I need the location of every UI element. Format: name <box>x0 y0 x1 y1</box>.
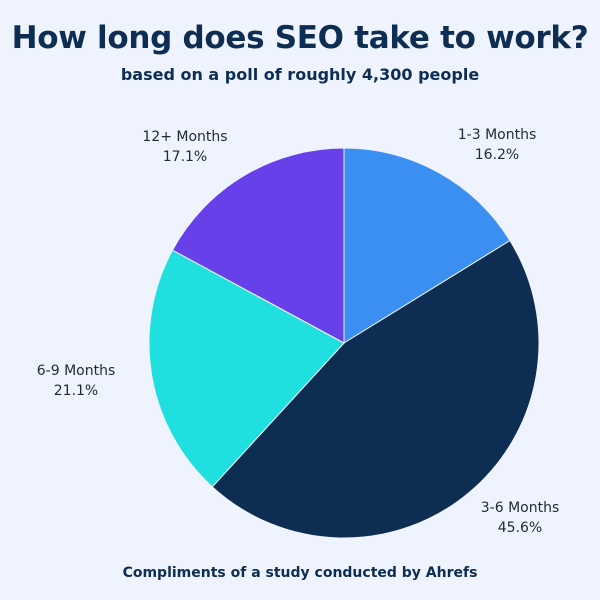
pie-slice-3-6-months <box>211 239 540 539</box>
slice-label-3-6-months: 3-6 Months <box>481 500 560 516</box>
pie-slice-6-9-months <box>148 249 345 488</box>
pie-slice-1-3-months <box>343 147 511 344</box>
slice-value-3-6-months: 45.6% <box>498 520 542 536</box>
pie-labels: 1-3 Months 16.2% 3-6 Months 45.6% 6-9 Months… <box>37 127 560 536</box>
slice-label-6-9-months: 6-9 Months <box>37 363 116 379</box>
slice-value-12-plus-months: 17.1% <box>163 149 207 165</box>
slice-label-1-3-months: 1-3 Months <box>458 127 537 143</box>
chart-footer-credit: Compliments of a study conducted by Ahre… <box>122 565 478 581</box>
slice-value-1-3-months: 16.2% <box>475 147 519 163</box>
chart-title: How long does SEO take to work? <box>11 20 589 56</box>
chart-subtitle: based on a poll of roughly 4,300 people <box>120 65 480 84</box>
pie-slices <box>148 147 540 539</box>
pie-slice-12-plus-months <box>171 147 345 344</box>
slice-label-12-plus-months: 12+ Months <box>142 129 227 145</box>
slice-value-6-9-months: 21.1% <box>54 383 98 399</box>
